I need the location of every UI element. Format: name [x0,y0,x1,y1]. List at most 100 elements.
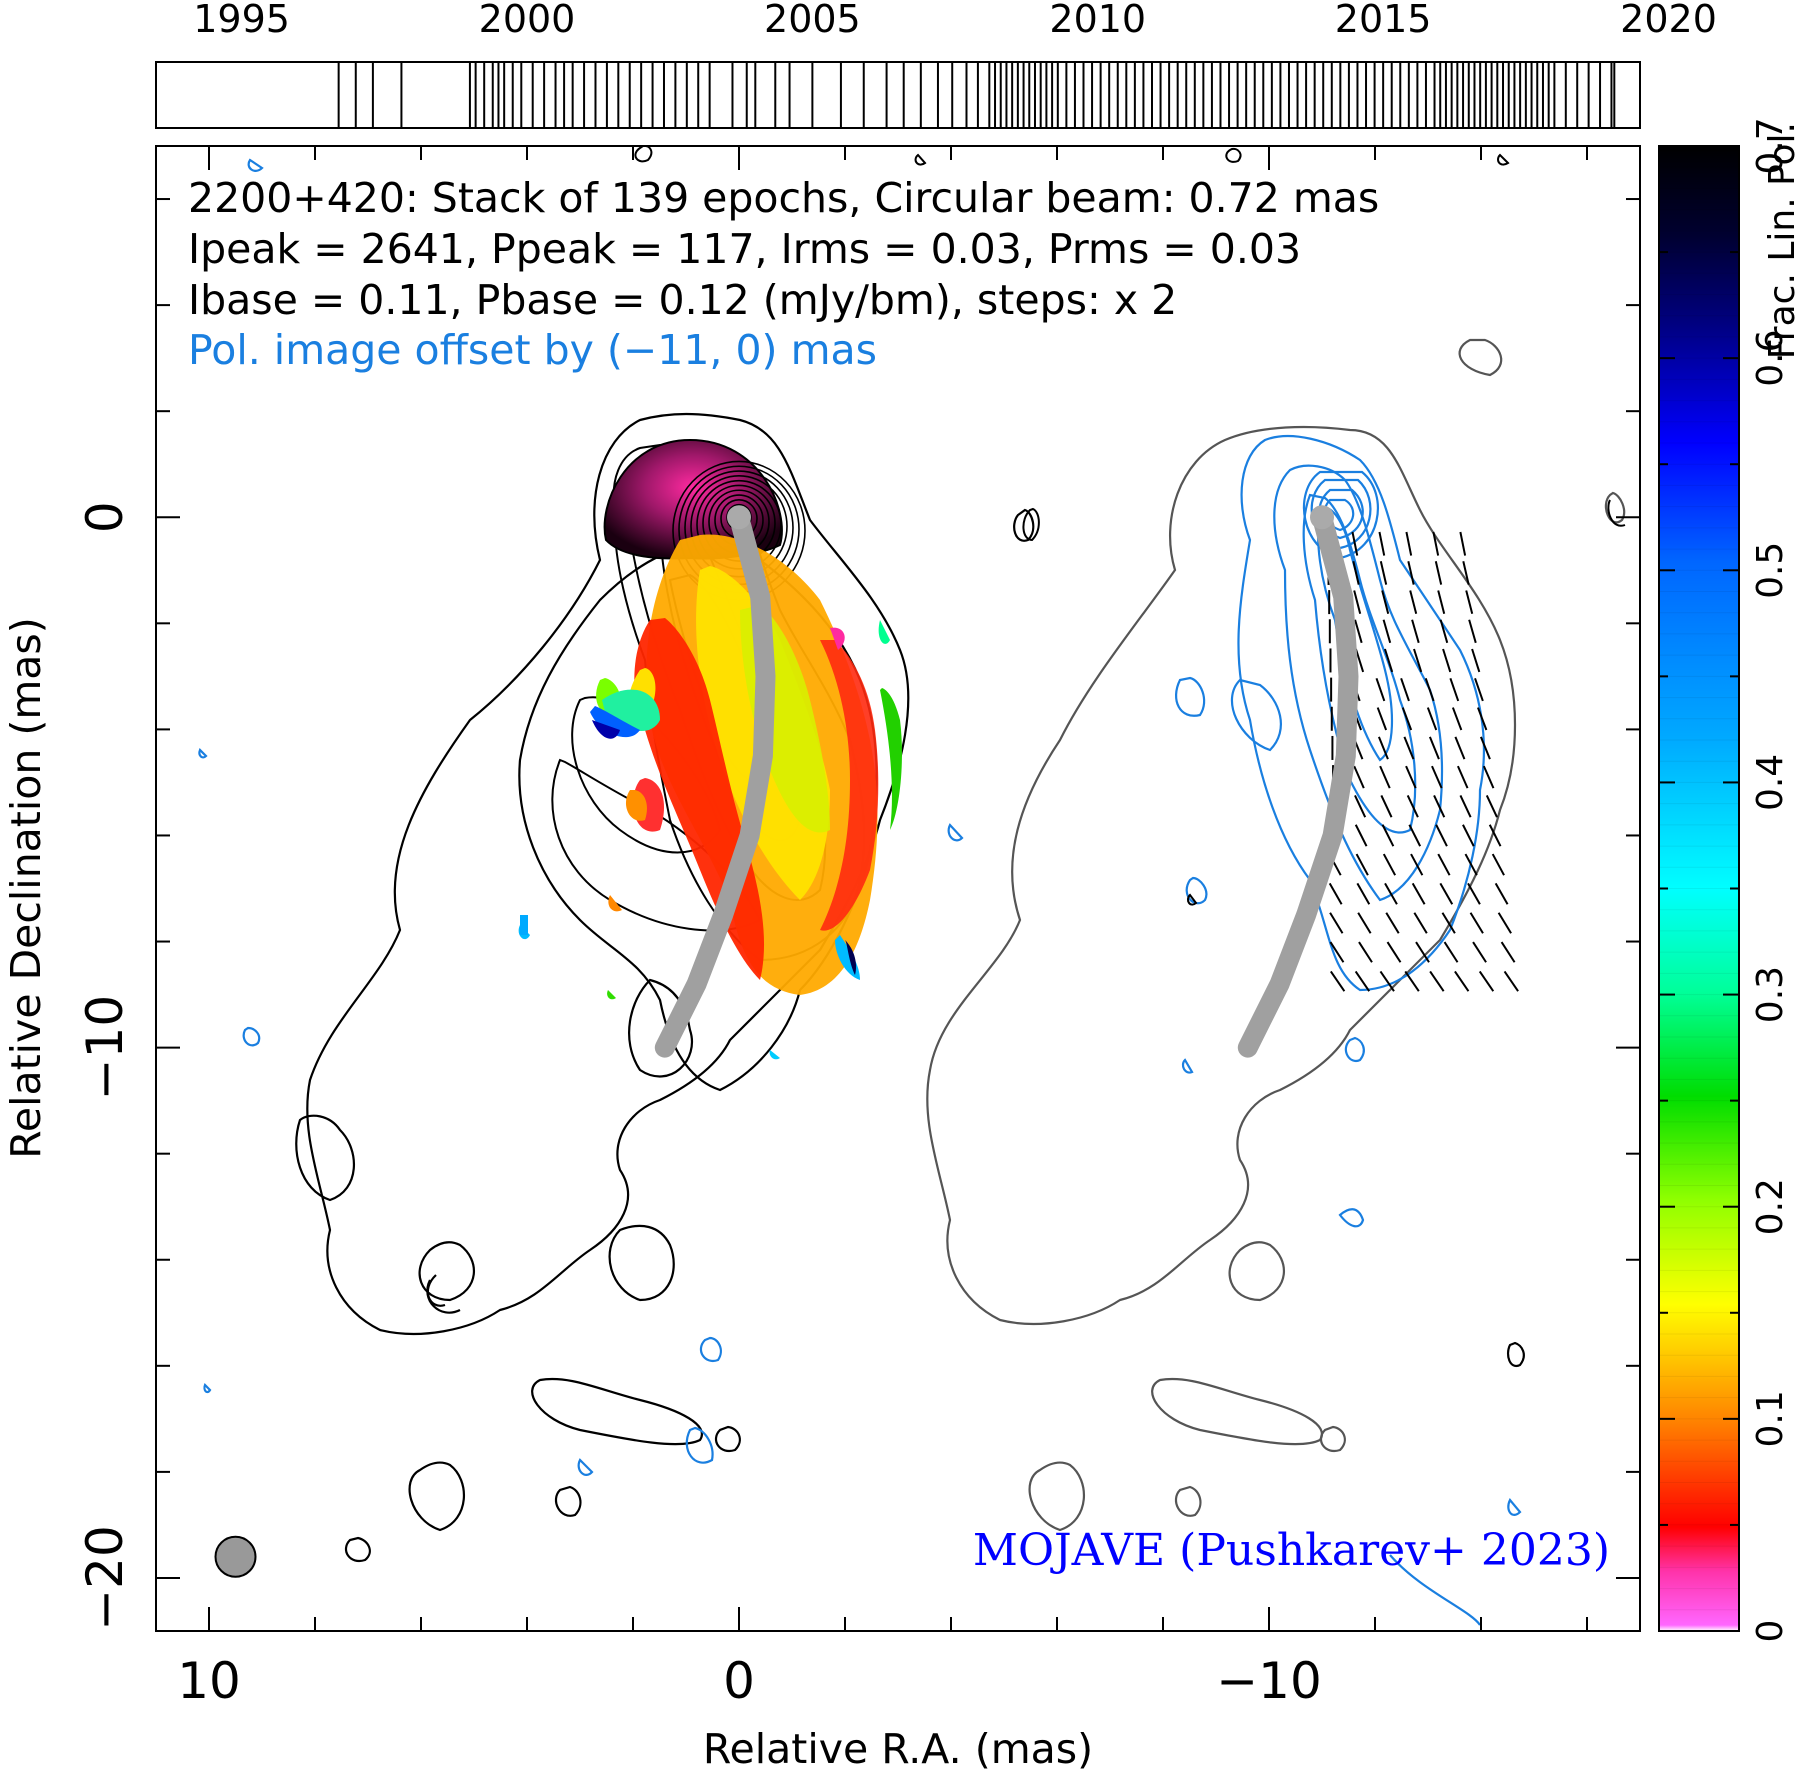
evpa-tick [1330,970,1346,992]
evpa-tick [1429,970,1445,992]
evpa-tick [1437,853,1451,876]
evpa-tick [1497,912,1512,934]
plot-frame [155,145,1641,1632]
evpa-tick [1400,677,1410,702]
evpa-tick [1434,561,1443,585]
evpa-tick [1451,707,1463,731]
evpa-tick [1435,824,1448,847]
jet-ridge-line-pol [1237,507,1359,1058]
epoch-tick-label: 2015 [1335,0,1432,41]
evpa-tick [1415,941,1430,963]
evpa-tick [1355,853,1369,876]
evpa-tick [1431,765,1443,789]
evpa-tick [1454,970,1470,992]
credit-label: MOJAVE (Pushkarev+ 2023) [973,1525,1610,1576]
evpa-tick [1353,765,1365,789]
epoch-tick-label: 2005 [764,0,861,41]
evpa-tick [1411,619,1420,644]
evpa-tick [1464,853,1478,876]
evpa-tick [1379,561,1388,585]
evpa-tick [1381,590,1390,614]
colorbar-tick-label: 0 [1750,1620,1791,1643]
x-axis-label: Relative R.A. (mas) [703,1725,1093,1773]
evpa-tick [1472,941,1487,963]
colorbar-tick-label: 0.6 [1750,330,1791,387]
evpa-tick [1503,970,1519,992]
core-marker-total [727,505,751,530]
right-pol-contours [198,158,1522,1626]
evpa-tick [1442,648,1452,673]
colorbar-ticks: 0 0.1 0.2 0.3 0.4 0.5 0.6 0.7 [1659,117,1791,1642]
x-tick-label: 10 [177,1652,241,1710]
evpa-tick [1354,970,1371,992]
evpa-tick [1500,941,1516,963]
evpa-tick [1413,912,1428,934]
x-tick-label: −10 [1216,1652,1322,1710]
evpa-tick [1358,941,1373,963]
evpa-tick [1407,561,1415,585]
evpa-tick [1329,912,1344,934]
y-tick-label: −20 [76,1525,134,1631]
evpa-tick [1459,531,1467,556]
x-tick-label: 0 [723,1652,755,1710]
colorbar-tick-label: 0.3 [1750,966,1791,1023]
evpa-tick [1384,882,1398,905]
evpa-tick [1382,853,1397,876]
x-axis-ticks: 10 0 −10 [177,146,1588,1710]
evpa-tick [1377,736,1389,760]
evpa-tick [1494,882,1509,905]
evpa-tick [1478,970,1495,992]
evpa-tick [1465,590,1474,614]
beam-ellipse [214,1535,257,1578]
colorbar-tick-label: 0.2 [1750,1178,1791,1235]
evpa-tick [1406,795,1419,818]
evpa-tick [1468,619,1477,644]
evpa-tick [1404,970,1420,992]
evpa-tick [1357,912,1372,934]
annotation-line-3: Ibase = 0.11, Pbase = 0.12 (mJy/bm), ste… [188,276,1177,324]
evpa-tick [1449,677,1460,702]
epoch-tick-label: 2000 [479,0,576,41]
evpa-tick [1491,853,1505,876]
stray-contours [634,146,1626,1367]
evpa-tick [1462,561,1470,585]
evpa-tick [1403,736,1415,760]
evpa-tick [1381,824,1395,847]
annotation-line-2: Ipeak = 2641, Ppeak = 117, Irms = 0.03, … [188,225,1301,273]
epoch-tick-label: 2020 [1620,0,1717,41]
evpa-tick [1469,912,1484,934]
evpa-tick [1411,882,1426,905]
evpa-tick [1428,736,1440,760]
evpa-tick [1443,941,1459,963]
epoch-tick-labels: 1995 2000 2005 2010 2015 2020 [193,0,1717,41]
evpa-vectors [1326,531,1519,992]
evpa-tick [1477,707,1488,731]
evpa-tick [1459,795,1472,818]
core-marker-pol [1310,505,1334,530]
colorbar-tick-label: 0.5 [1750,542,1791,599]
evpa-tick [1426,707,1438,731]
evpa-tick [1408,824,1422,847]
evpa-tick [1385,912,1400,934]
evpa-tick [1386,941,1402,963]
evpa-tick [1462,824,1475,847]
evpa-tick [1379,970,1395,992]
evpa-tick [1488,824,1502,847]
colorbar-tick-label: 0.4 [1750,754,1791,811]
evpa-tick [1356,882,1371,905]
evpa-tick [1485,795,1498,818]
y-axis-label: Relative Declination (mas) [2,617,50,1159]
y-tick-label: 0 [76,501,134,533]
colorbar-tick-label: 0.7 [1750,117,1791,174]
evpa-tick [1401,707,1413,731]
evpa-tick [1382,619,1392,644]
evpa-tick [1413,648,1423,673]
evpa-tick [1328,882,1343,905]
evpa-tick [1405,765,1417,789]
annotation-line-4: Pol. image offset by (−11, 0) mas [188,326,877,374]
colorbar-bands [1659,166,1739,1611]
evpa-tick [1482,765,1495,789]
evpa-tick [1457,765,1469,789]
epoch-timeline: 1995 2000 2005 2010 2015 2020 [155,0,1717,129]
